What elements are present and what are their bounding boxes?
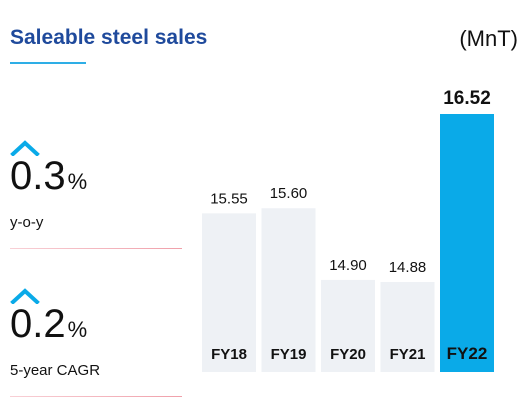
chevron-up-icon (10, 140, 40, 156)
unit-label: (MnT) (459, 26, 518, 51)
category-label-fy20: FY20 (330, 346, 366, 363)
chart-title: Saleable steel sales (10, 26, 208, 49)
bar-fy21 (380, 282, 435, 372)
category-label-fy21: FY21 (390, 346, 426, 363)
stat-value: 0.2 % (10, 304, 100, 350)
bar-fy18 (202, 213, 256, 372)
category-label-fy22: FY22 (447, 344, 488, 363)
stat-label: 5-year CAGR (10, 362, 101, 379)
stat-value: 0.3 % (10, 156, 87, 202)
stat-number: 0.3 (10, 154, 66, 198)
stat-suffix: % (67, 317, 88, 342)
category-label-fy19: FY19 (271, 346, 307, 363)
bar-fy19 (261, 208, 316, 372)
data-label-fy21: 14.88 (389, 259, 427, 276)
stat-divider (10, 248, 182, 249)
stat-number: 0.2 (10, 302, 66, 346)
data-label-fy18: 15.55 (210, 190, 248, 207)
stat-divider (10, 396, 182, 397)
category-label-fy18: FY18 (211, 346, 247, 363)
data-label-fy20: 14.90 (329, 257, 367, 274)
stat-cagr: 0.2 % 5-year CAGR (10, 288, 100, 379)
data-label-fy22: 16.52 (443, 88, 491, 109)
title-underline (10, 62, 86, 64)
chevron-up-icon (10, 288, 40, 304)
bar-fy20 (321, 279, 375, 372)
stat-suffix: % (67, 169, 88, 194)
data-label-fy19: 15.60 (270, 185, 308, 202)
stat-yoy: 0.3 % y-o-y (10, 140, 87, 231)
stat-label: y-o-y (10, 214, 44, 231)
bar-fy22 (440, 114, 494, 372)
